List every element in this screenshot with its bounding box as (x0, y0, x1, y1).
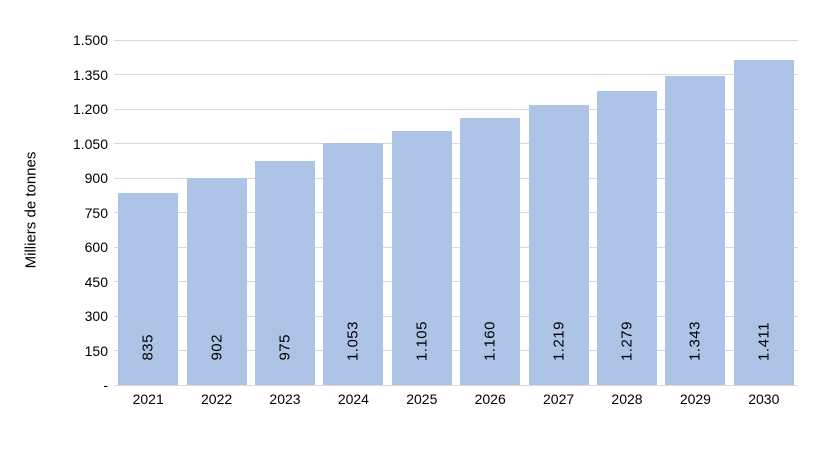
y-tick-label: 300 (84, 308, 108, 324)
bar-value-label: 1.343 (686, 320, 704, 361)
bar-2026 (460, 118, 521, 385)
bar-2021 (118, 192, 179, 385)
x-tick-label: 2028 (611, 391, 643, 407)
y-tick-label: 450 (84, 273, 108, 290)
bar-value-label: 1.279 (618, 320, 636, 361)
x-tick-label: 2021 (132, 391, 164, 407)
bar-value-label: 975 (276, 334, 294, 361)
y-tick-label: 150 (84, 342, 108, 359)
bar-2030 (733, 60, 794, 385)
x-tick-label: 2023 (269, 391, 301, 407)
x-tick-label: 2027 (543, 391, 575, 407)
y-tick-label: 1.050 (72, 135, 108, 152)
gridline (114, 74, 798, 75)
y-tick-label: 900 (84, 170, 108, 186)
bar-value-label: 902 (208, 334, 226, 361)
x-tick-label: 2029 (679, 391, 711, 407)
gridline (114, 350, 798, 351)
bar-value-label: 1.160 (481, 320, 499, 361)
bar-value-label: 1.053 (344, 320, 362, 361)
bar-2022 (186, 177, 247, 385)
gridline (114, 281, 798, 282)
bar-2023 (254, 160, 316, 385)
x-tick-label: 2022 (201, 391, 233, 407)
bar-value-label: 1.411 (755, 322, 773, 361)
bar-value-label: 1.105 (413, 320, 431, 361)
gridline (114, 212, 798, 213)
x-tick-label: 2024 (337, 391, 369, 407)
bar-2029 (665, 76, 726, 385)
x-tick-label: 2030 (748, 391, 780, 407)
bar-2027 (528, 104, 589, 385)
gridline (114, 177, 798, 179)
plot-area: 835 902 975 1.053 1.105 1.160 1.219 1.279 1.343 1… (114, 39, 798, 386)
y-tick-label: 1.500 (72, 32, 108, 48)
gridline (114, 315, 798, 317)
y-tick-label: - (103, 377, 108, 393)
bar-2025 (391, 130, 452, 385)
y-tick-label: 600 (84, 239, 108, 255)
bar-value-label: 835 (139, 334, 157, 361)
gridline (114, 384, 798, 386)
x-tick-label: 2026 (474, 391, 506, 407)
gridline (114, 246, 798, 248)
y-tick-label: 1.200 (72, 101, 108, 117)
gridline (114, 39, 798, 41)
y-tick-label: 750 (84, 204, 108, 221)
bar-2028 (596, 90, 658, 385)
gridline (114, 108, 798, 110)
bar-2024 (323, 142, 384, 385)
gridline (114, 143, 798, 144)
y-tick-label: 1.350 (72, 66, 108, 83)
x-tick-label: 2025 (406, 391, 438, 407)
bar-value-label: 1.219 (550, 320, 568, 361)
